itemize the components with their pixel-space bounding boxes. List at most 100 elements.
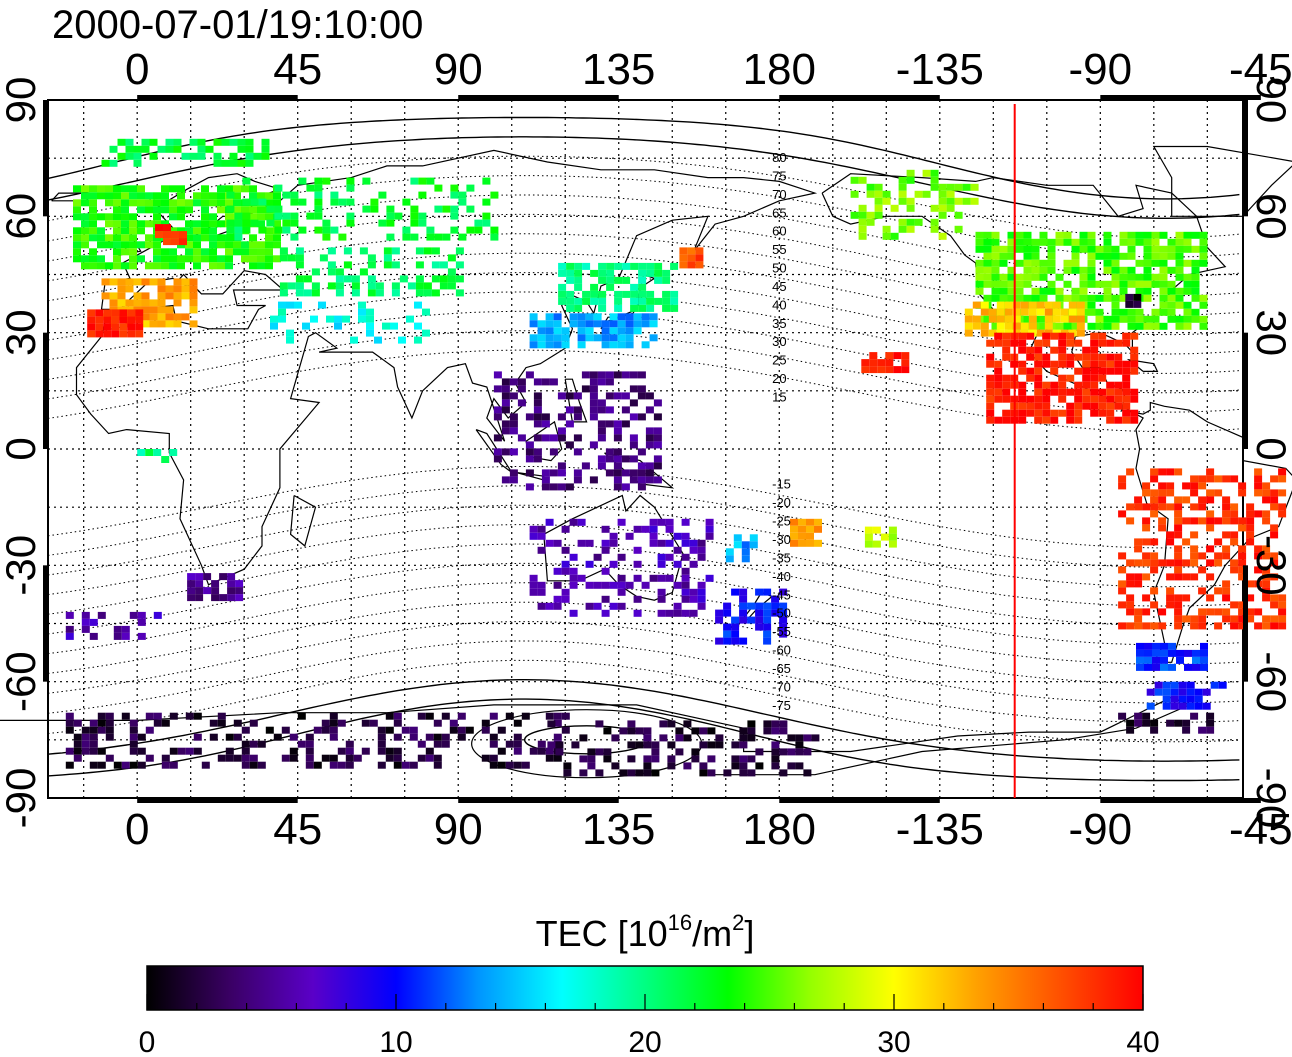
- lon-tick-label: 135: [582, 805, 655, 854]
- tec-sample: [577, 341, 586, 349]
- tec-sample: [1262, 566, 1271, 574]
- tec-sample: [73, 185, 81, 193]
- tec-sample: [569, 553, 578, 561]
- tec-sample: [537, 525, 546, 533]
- tec-sample: [1162, 688, 1171, 696]
- tec-sample: [1159, 252, 1168, 260]
- tec-sample: [1058, 339, 1067, 347]
- tec-sample: [681, 553, 690, 561]
- tec-sample: [1206, 559, 1215, 567]
- tec-sample: [593, 313, 602, 321]
- tec-sample: [1174, 719, 1183, 727]
- tec-sample: [1135, 322, 1144, 330]
- tec-sample: [558, 290, 567, 298]
- tec-sample: [1143, 322, 1152, 330]
- tec-sample: [297, 740, 306, 748]
- tec-sample: [975, 273, 984, 281]
- tec-sample: [383, 261, 392, 269]
- tec-sample: [1254, 552, 1263, 560]
- tec-sample: [169, 712, 178, 720]
- tec-sample: [1122, 332, 1131, 340]
- tec-sample: [1007, 245, 1016, 253]
- tec-sample: [1278, 622, 1287, 630]
- tec-sample: [358, 315, 366, 323]
- tec-sample: [593, 334, 602, 342]
- tec-sample: [691, 755, 700, 763]
- tec-sample: [1018, 381, 1027, 389]
- tec-sample: [1170, 688, 1179, 696]
- tec-sample: [651, 741, 660, 749]
- mlat-label: 60: [772, 224, 786, 239]
- tec-sample: [1127, 266, 1136, 274]
- tec-sample: [1254, 482, 1263, 490]
- tec-sample: [195, 594, 204, 602]
- tec-sample: [1151, 238, 1160, 246]
- tec-sample: [1162, 702, 1171, 710]
- tec-sample: [605, 455, 614, 463]
- tec-sample: [590, 290, 599, 298]
- tec-sample: [81, 213, 89, 221]
- tec-sample: [1034, 395, 1043, 403]
- tec-sample: [113, 185, 121, 193]
- tec-sample: [625, 581, 634, 589]
- tec-sample: [493, 371, 502, 379]
- tec-sample: [181, 285, 190, 293]
- tec-sample: [149, 138, 158, 146]
- tec-sample: [1126, 559, 1135, 567]
- tec-sample: [1103, 245, 1112, 253]
- tec-sample: [1278, 475, 1287, 483]
- tec-sample: [1098, 360, 1107, 368]
- tec-sample: [1066, 416, 1075, 424]
- tec-sample: [1007, 273, 1016, 281]
- tec-sample: [525, 441, 534, 449]
- tec-sample: [641, 313, 650, 321]
- tec-sample: [866, 211, 875, 219]
- tec-sample: [121, 213, 129, 221]
- tec-sample: [617, 313, 626, 321]
- tec-sample: [885, 366, 894, 374]
- tec-sample: [625, 327, 634, 335]
- tec-sample: [1198, 615, 1207, 623]
- tec-sample: [1199, 252, 1208, 260]
- tec-sample: [983, 294, 992, 302]
- tec-sample: [603, 748, 612, 756]
- tec-sample: [1214, 552, 1223, 560]
- tec-sample: [991, 273, 1000, 281]
- tec-sample: [1034, 339, 1043, 347]
- tec-sample: [81, 726, 90, 734]
- tec-sample: [1130, 360, 1139, 368]
- tec-sample: [282, 191, 291, 199]
- tec-sample: [1026, 374, 1035, 382]
- tec-sample: [173, 278, 182, 286]
- tec-sample: [163, 231, 171, 239]
- tec-sample: [185, 712, 194, 720]
- tec-sample: [1031, 252, 1040, 260]
- tec-sample: [193, 227, 201, 235]
- tec-sample: [213, 138, 222, 146]
- tec-sample: [1055, 322, 1064, 330]
- tec-sample: [298, 198, 307, 206]
- tec-sample: [295, 275, 304, 283]
- tec-sample: [1191, 315, 1200, 323]
- tec-sample: [65, 712, 74, 720]
- tec-sample: [1135, 231, 1144, 239]
- tec-sample: [798, 532, 806, 540]
- tec-sample: [633, 546, 642, 554]
- tec-sample: [529, 532, 538, 540]
- tec-sample: [367, 254, 376, 262]
- tec-sample: [265, 255, 273, 263]
- tec-sample: [1114, 339, 1123, 347]
- tec-sample: [407, 282, 416, 290]
- tec-sample: [1190, 559, 1199, 567]
- lat-tick-label: 90: [0, 77, 44, 124]
- tec-sample: [101, 278, 110, 286]
- tec-sample: [1122, 409, 1131, 417]
- tec-sample: [295, 282, 304, 290]
- tec-sample: [888, 533, 897, 541]
- tec-sample: [346, 177, 355, 185]
- tec-sample: [1199, 301, 1208, 309]
- tec-sample: [1254, 489, 1263, 497]
- tec-sample: [747, 602, 756, 610]
- tec-sample: [393, 712, 402, 720]
- tec-sample: [613, 392, 622, 400]
